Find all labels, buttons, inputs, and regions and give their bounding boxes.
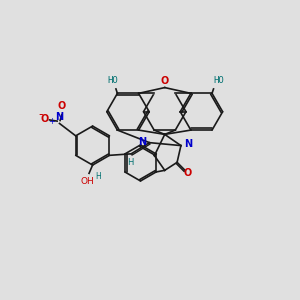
Text: O: O bbox=[160, 76, 169, 86]
Text: HO: HO bbox=[213, 76, 224, 85]
Text: N: N bbox=[56, 112, 64, 122]
Text: +: + bbox=[48, 117, 55, 126]
Text: N: N bbox=[184, 139, 192, 149]
Text: H: H bbox=[128, 158, 134, 167]
Text: O: O bbox=[183, 168, 191, 178]
Text: HO: HO bbox=[108, 76, 118, 85]
Text: OH: OH bbox=[80, 178, 94, 187]
Text: O: O bbox=[58, 101, 66, 111]
Text: H: H bbox=[95, 172, 101, 181]
Text: -: - bbox=[38, 108, 43, 121]
Text: O: O bbox=[41, 114, 49, 124]
Text: N: N bbox=[138, 137, 146, 147]
